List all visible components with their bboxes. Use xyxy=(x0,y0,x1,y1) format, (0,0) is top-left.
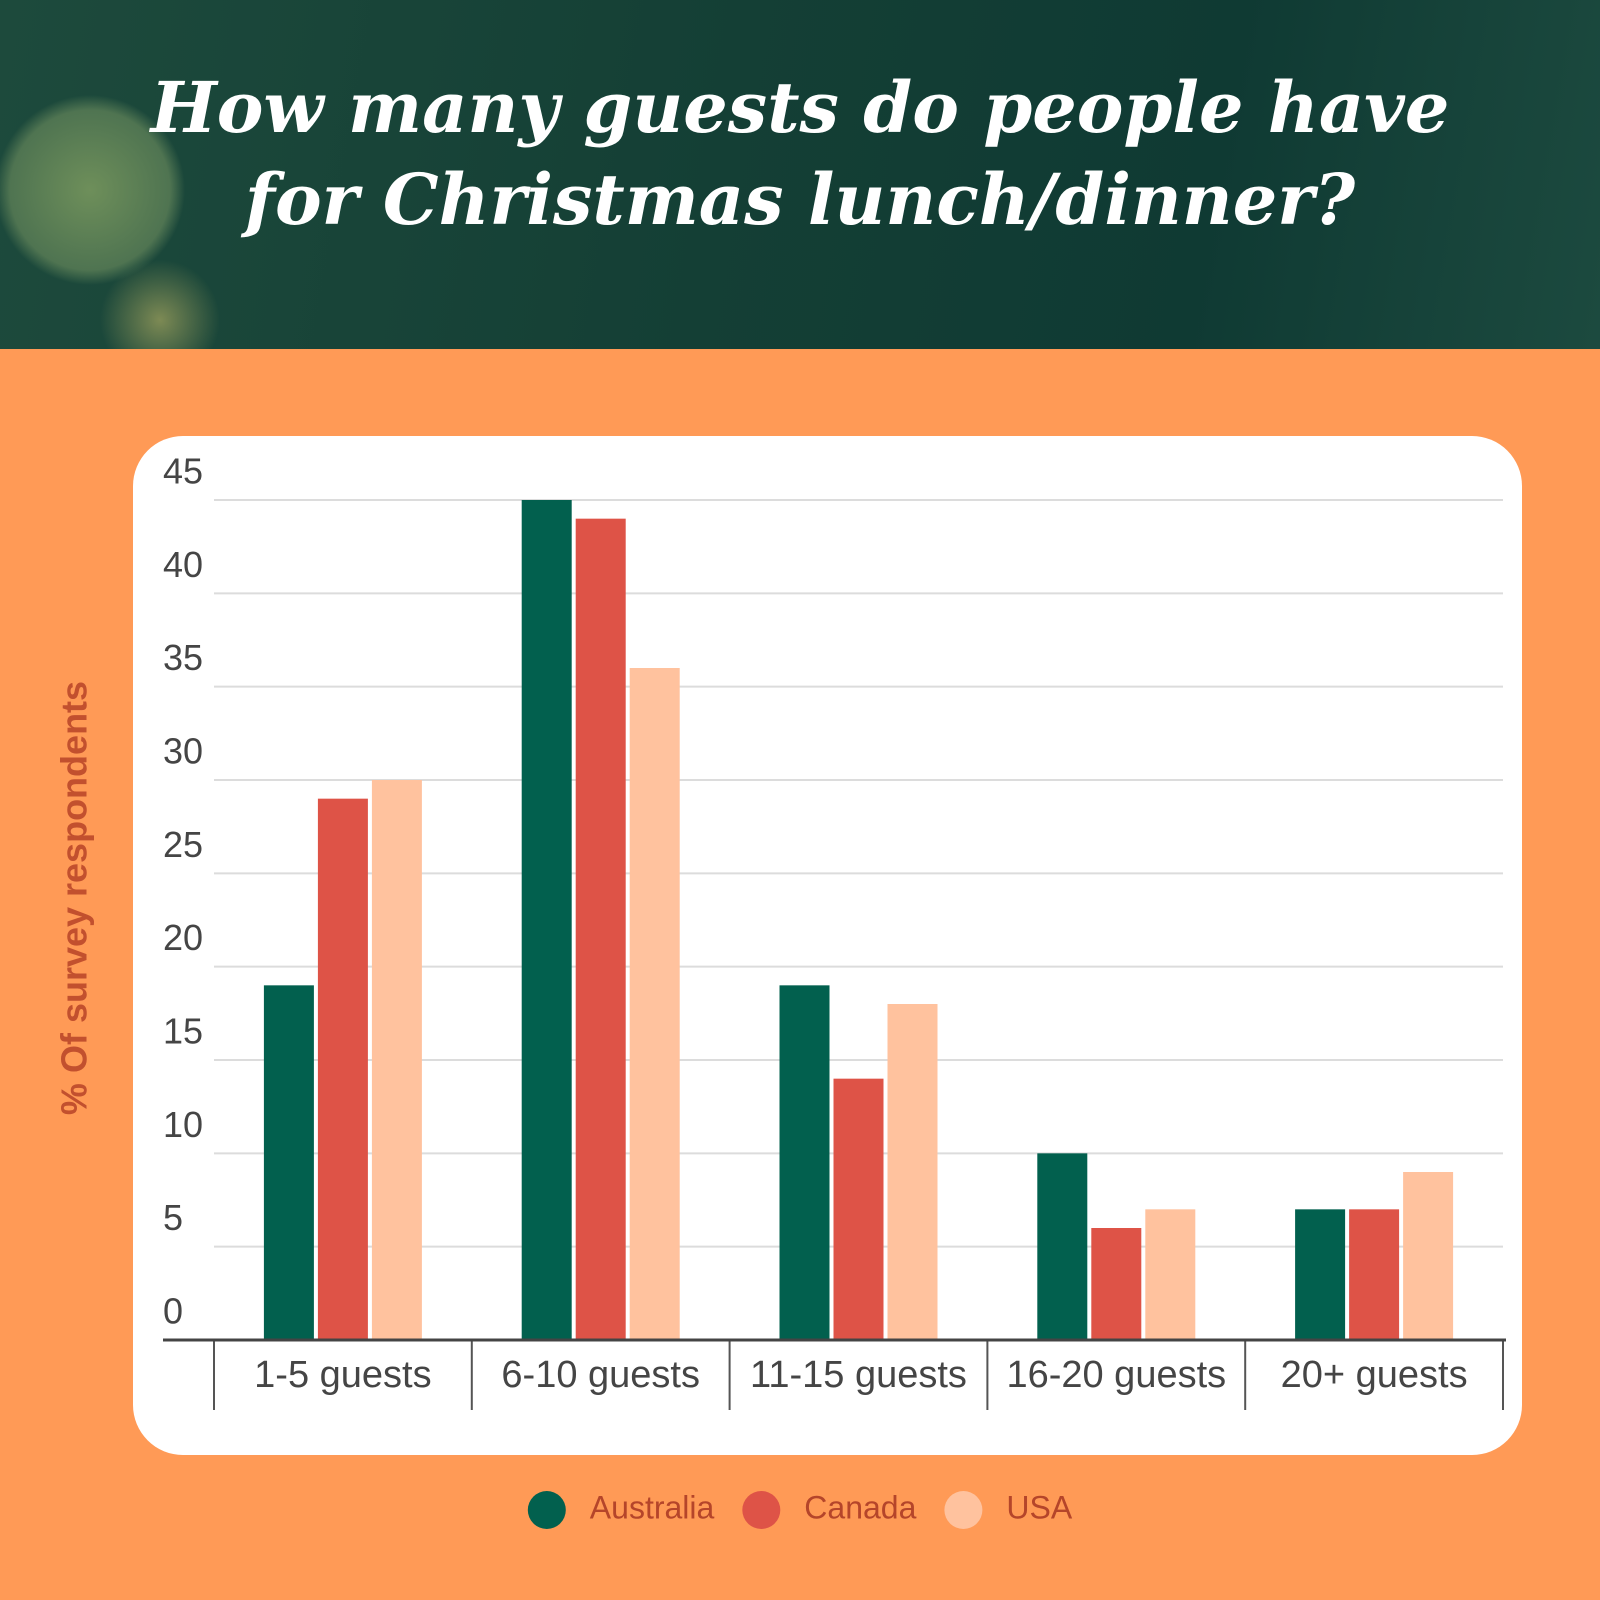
bar xyxy=(1145,1209,1196,1340)
y-tick-label: 35 xyxy=(163,637,203,678)
legend-swatch xyxy=(742,1491,781,1529)
bar xyxy=(629,668,680,1340)
legend-label: Canada xyxy=(804,1489,916,1525)
legend-label: USA xyxy=(1006,1489,1072,1525)
legend-swatch xyxy=(944,1491,983,1529)
bar xyxy=(575,518,626,1340)
bar xyxy=(317,798,368,1340)
y-tick-label: 25 xyxy=(163,824,203,865)
legend-swatch xyxy=(527,1491,566,1529)
bar xyxy=(887,1004,938,1340)
x-tick-label: 11-15 guests xyxy=(750,1354,967,1396)
bar xyxy=(1403,1172,1454,1340)
chart-title: How many guests do people have for Chris… xyxy=(150,66,1450,241)
y-tick-label: 0 xyxy=(163,1291,183,1332)
chart-card xyxy=(133,436,1522,1455)
y-tick-label: 20 xyxy=(163,917,203,958)
legend-label: Australia xyxy=(590,1489,715,1525)
x-tick-label: 16-20 guests xyxy=(1006,1354,1226,1396)
header-banner xyxy=(0,0,1600,349)
y-tick-label: 5 xyxy=(163,1197,183,1238)
bar xyxy=(521,500,572,1340)
bar xyxy=(779,985,830,1340)
y-tick-label: 45 xyxy=(163,451,203,492)
bar xyxy=(1349,1209,1400,1340)
x-tick-label: 1-5 guests xyxy=(254,1354,431,1396)
bar xyxy=(263,985,314,1340)
y-axis-label: % Of survey respondents xyxy=(54,681,95,1115)
bar xyxy=(833,1078,884,1340)
x-tick-label: 20+ guests xyxy=(1281,1354,1468,1396)
y-tick-label: 40 xyxy=(163,544,203,585)
y-tick-label: 30 xyxy=(163,731,203,772)
x-tick-label: 6-10 guests xyxy=(501,1354,700,1396)
bar xyxy=(1037,1153,1088,1340)
bar xyxy=(1295,1209,1346,1340)
y-tick-label: 10 xyxy=(163,1104,203,1145)
bar xyxy=(1091,1228,1142,1340)
bar xyxy=(371,780,422,1340)
y-tick-label: 15 xyxy=(163,1011,203,1052)
